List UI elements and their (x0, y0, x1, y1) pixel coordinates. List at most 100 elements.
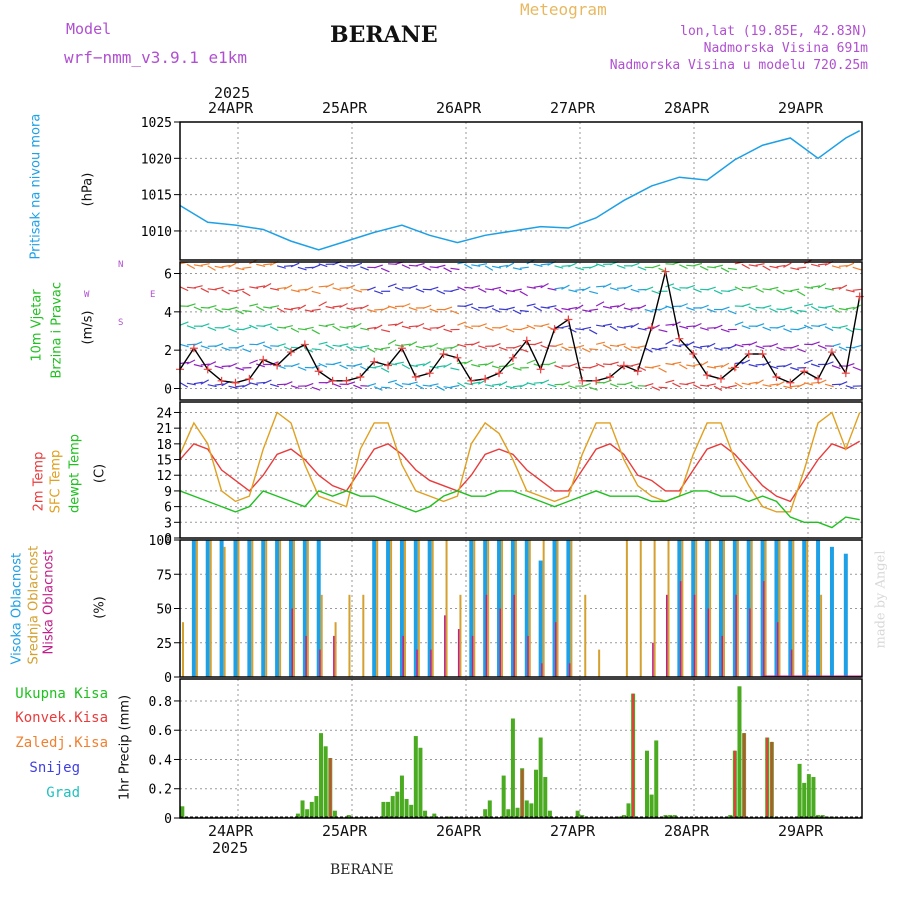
wind-arrow (512, 288, 522, 292)
wind-arrow (776, 346, 786, 351)
total-precip-bar (483, 809, 488, 818)
wind-arrow (519, 326, 529, 331)
total-precip-bar (305, 809, 310, 818)
wind-arrow (478, 363, 488, 366)
wind-arrow (297, 288, 307, 291)
wind-arrow (783, 262, 792, 268)
wind-arrow (519, 348, 529, 353)
wind-arrow (422, 304, 432, 310)
wind-arrow (464, 325, 474, 330)
wind-arrow (817, 323, 827, 327)
wind-arrow (318, 285, 328, 288)
wind-speed-point (661, 267, 670, 276)
wind-arrow (242, 382, 251, 388)
mid-cloud-bar (306, 540, 309, 677)
wind-arrow (408, 306, 418, 311)
wind-arrow (387, 379, 397, 384)
wind-arrow (339, 326, 349, 329)
wind-arrow (491, 307, 501, 313)
mid-cloud-bar (722, 540, 725, 677)
wind-arrow (845, 306, 855, 310)
wind-arrow (568, 306, 578, 310)
wind-arrow (228, 385, 238, 389)
wind-arrow (672, 382, 681, 388)
total-precip-bar (381, 801, 386, 818)
wind-arrow (762, 265, 771, 271)
wind-arrow (755, 263, 765, 266)
wind-speed-point (689, 350, 698, 358)
high-cloud-bar (288, 540, 293, 677)
wind-speed-point (522, 336, 531, 345)
wind-arrow (388, 323, 398, 326)
total-precip-bar (418, 747, 423, 818)
mid-cloud-bar (667, 540, 670, 677)
mid-cloud-bar (431, 540, 434, 677)
wind-arrow (353, 363, 363, 367)
wind-arrow (575, 304, 584, 311)
wind-arrow (484, 265, 494, 271)
low-cloud-bar (333, 635, 335, 677)
wind-arrow (394, 286, 404, 292)
high-cloud-bar (732, 540, 737, 677)
total-precip-bar (423, 810, 428, 818)
wind-arrow (630, 262, 640, 267)
wind-arrow (186, 359, 196, 365)
wind-arrow (429, 342, 439, 348)
wind-arrow (200, 323, 210, 328)
legend-frz-rain: Zaledj.Kisa (15, 735, 108, 751)
high-cloud-bar (677, 540, 682, 677)
wind-arrow (235, 385, 245, 388)
wind-arrow (353, 346, 363, 349)
wind-arrow (408, 325, 418, 328)
high-cloud-bar (372, 540, 377, 677)
wind-arrow (366, 347, 376, 353)
wind-arrow (526, 382, 536, 386)
wind-arrow (367, 326, 377, 330)
wind-arrow (630, 384, 640, 390)
mid-cloud-bar (195, 540, 198, 677)
wind-arrow (602, 283, 612, 288)
wind-arrow (256, 263, 266, 268)
total-precip-bar (413, 736, 418, 818)
y-tick-label: 9 (164, 485, 172, 500)
wind-arrow (686, 364, 696, 368)
mid-cloud-bar (487, 540, 490, 677)
total-precip-bar (534, 769, 539, 818)
wind-arrow (471, 285, 481, 289)
legend-hail: Grad (46, 785, 80, 801)
bottom-day-label: 27APR (550, 822, 596, 840)
wind-arrow (415, 288, 425, 293)
panel-frame (179, 261, 863, 401)
wind-arrow (561, 284, 570, 290)
legend-conv-rain: Konvek.Kisa (15, 710, 108, 726)
low-cloud-bar (471, 635, 474, 677)
wind-arrow (408, 284, 418, 289)
wind-arrow (790, 385, 800, 388)
wind-arrow (422, 361, 431, 367)
total-precip-bar (816, 815, 821, 818)
wind-arrow (408, 381, 418, 385)
wind-arrow (297, 304, 307, 311)
wind-arrow (422, 327, 432, 331)
total-precip-bar (649, 794, 654, 818)
total-precip-bar (319, 733, 324, 818)
wind-arrow (498, 346, 508, 351)
wind-arrow (804, 303, 814, 307)
mid-cloud-bar (237, 540, 240, 677)
wind-arrow (790, 344, 799, 349)
wind-arrow (568, 363, 578, 368)
mid-cloud-bar (334, 622, 337, 677)
wind-arrow (852, 304, 861, 311)
wind-speed-point (370, 357, 379, 366)
wind-arrow (207, 326, 217, 331)
wind-arrow (269, 383, 279, 388)
wind-arrow (249, 303, 259, 307)
bottom-day-label: 29APR (778, 822, 824, 840)
wind-arrow (582, 382, 591, 388)
mid-cloud-bar (570, 540, 573, 677)
total-precip-bar (395, 791, 400, 818)
wind-arrow (637, 266, 647, 271)
total-precip-bar (409, 804, 414, 818)
total-precip-bar (487, 800, 492, 818)
wind-arrow (651, 364, 661, 369)
